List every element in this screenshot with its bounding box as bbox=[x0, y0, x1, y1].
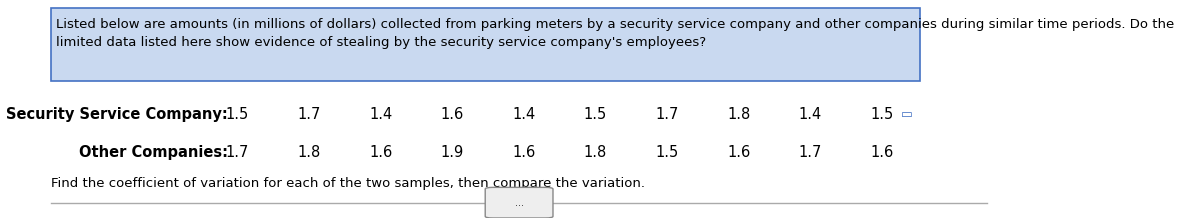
Text: 1.6: 1.6 bbox=[440, 107, 464, 122]
Text: 1.5: 1.5 bbox=[655, 145, 679, 160]
Text: ...: ... bbox=[515, 198, 523, 208]
Text: 1.6: 1.6 bbox=[370, 145, 392, 160]
FancyBboxPatch shape bbox=[52, 8, 920, 81]
Text: 1.6: 1.6 bbox=[727, 145, 750, 160]
Text: 1.6: 1.6 bbox=[870, 145, 894, 160]
Text: Find the coefficient of variation for each of the two samples, then compare the : Find the coefficient of variation for ea… bbox=[52, 177, 646, 190]
Text: 1.7: 1.7 bbox=[226, 145, 250, 160]
Text: 1.4: 1.4 bbox=[370, 107, 392, 122]
Text: 1.8: 1.8 bbox=[727, 107, 750, 122]
Text: Listed below are amounts (in millions of dollars) collected from parking meters : Listed below are amounts (in millions of… bbox=[56, 18, 1175, 49]
Text: 1.5: 1.5 bbox=[870, 107, 894, 122]
Text: ▭: ▭ bbox=[901, 108, 912, 121]
Text: 1.7: 1.7 bbox=[798, 145, 822, 160]
Text: 1.5: 1.5 bbox=[584, 107, 607, 122]
Text: 1.8: 1.8 bbox=[584, 145, 607, 160]
Text: 1.4: 1.4 bbox=[799, 107, 822, 122]
Text: 1.8: 1.8 bbox=[298, 145, 320, 160]
Text: 1.4: 1.4 bbox=[512, 107, 535, 122]
Text: 1.9: 1.9 bbox=[440, 145, 464, 160]
Text: 1.7: 1.7 bbox=[655, 107, 679, 122]
Text: 1.6: 1.6 bbox=[512, 145, 535, 160]
FancyBboxPatch shape bbox=[485, 187, 553, 218]
Text: 1.5: 1.5 bbox=[226, 107, 250, 122]
Text: Other Companies:: Other Companies: bbox=[79, 145, 228, 160]
Text: 1.7: 1.7 bbox=[298, 107, 320, 122]
Text: Security Service Company:: Security Service Company: bbox=[6, 107, 228, 122]
